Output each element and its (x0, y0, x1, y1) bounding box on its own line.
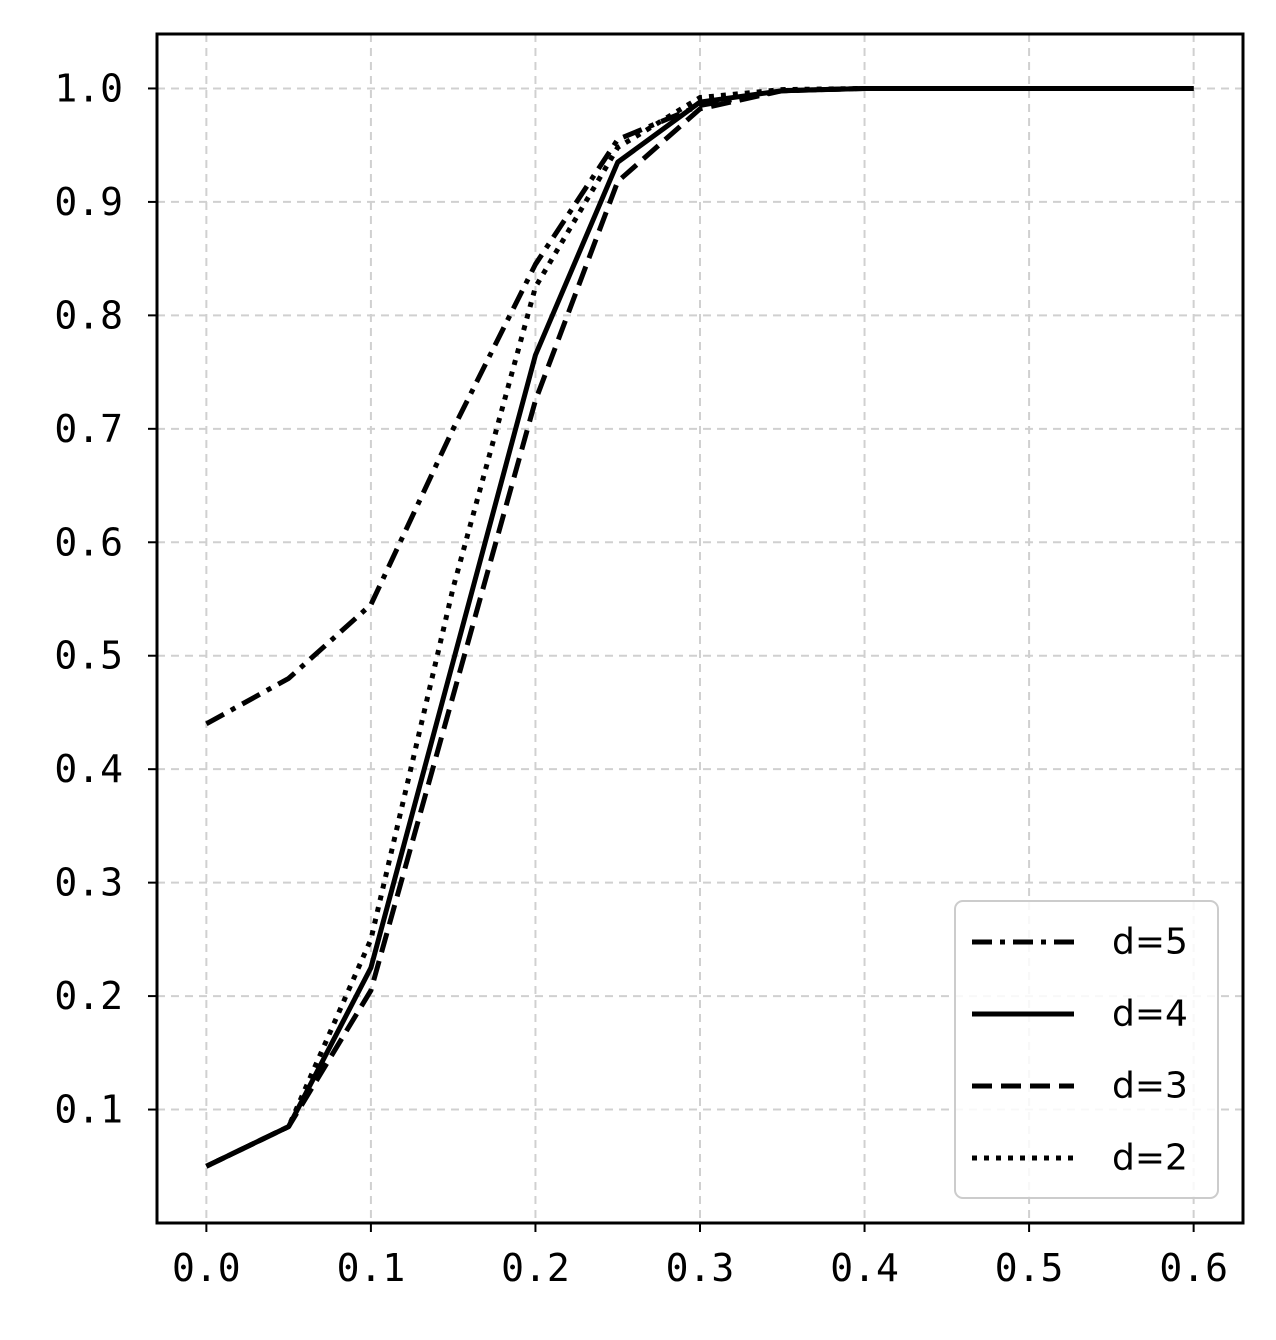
x-tick-label: 0.4 (830, 1246, 899, 1290)
legend: d=5 d=4 d=3 d=2 (954, 900, 1219, 1199)
x-tick-label: 0.3 (666, 1246, 735, 1290)
legend-label: d=2 (1112, 1138, 1188, 1179)
series-lines (205, 85, 1194, 1169)
x-tick-label: 0.2 (501, 1246, 570, 1290)
x-tick-label: 0.5 (995, 1246, 1064, 1290)
legend-label: d=5 (1112, 922, 1188, 963)
y-tick-label: 0.3 (54, 861, 123, 905)
y-tick-label: 0.2 (54, 974, 123, 1018)
y-tick-label: 0.9 (54, 180, 123, 224)
legend-box (954, 900, 1219, 1199)
y-tick-label: 0.5 (54, 634, 123, 678)
x-tick-label: 0.0 (172, 1246, 241, 1290)
series-line-d=2 (205, 85, 1194, 1169)
series-line-d=3 (205, 85, 1194, 1169)
y-tick-label: 0.1 (54, 1088, 123, 1132)
y-tick-label: 0.4 (54, 747, 123, 791)
legend-label: d=4 (1112, 994, 1188, 1035)
y-tick-label: 0.6 (54, 520, 123, 564)
y-tick-label: 0.7 (54, 407, 123, 451)
axis-ticks: 0.0 0.1 0.2 0.3 0.4 0.5 0.6 0.1 0.2 0.3 0.4 0.5 0.6 0… (54, 66, 1228, 1290)
x-tick-label: 0.6 (1159, 1246, 1228, 1290)
y-tick-label: 0.8 (54, 293, 123, 337)
x-tick-label: 0.1 (337, 1246, 406, 1290)
legend-label: d=3 (1112, 1066, 1188, 1107)
grid (157, 34, 1243, 1223)
y-tick-label: 1.0 (54, 66, 123, 110)
